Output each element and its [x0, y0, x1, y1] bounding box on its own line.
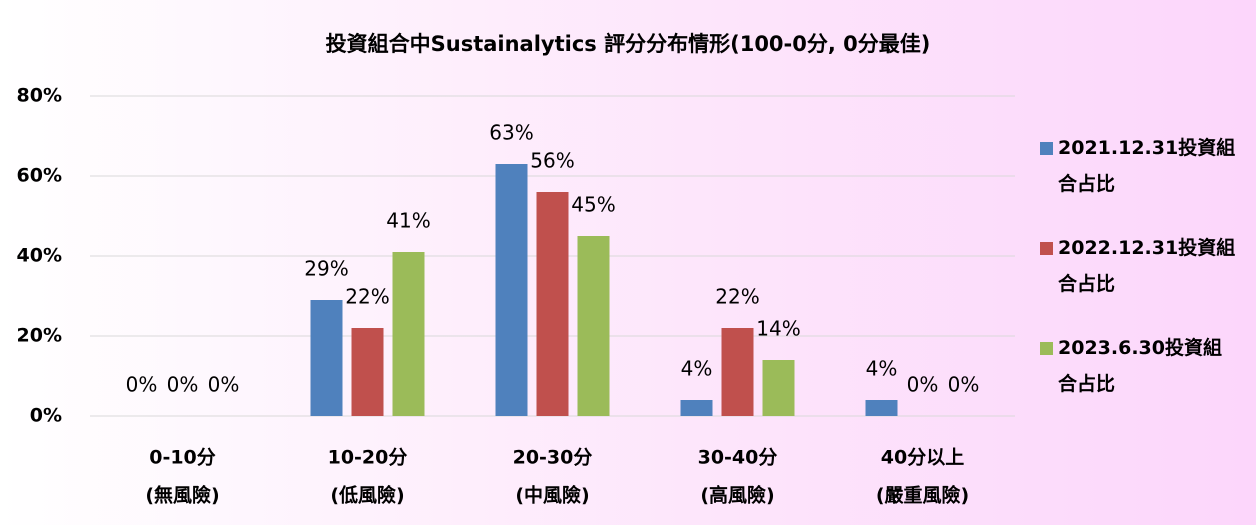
y-tick-label: 20%	[17, 325, 62, 347]
legend-label: 2021.12.31投資組合占比	[1058, 137, 1236, 195]
bar	[680, 400, 713, 416]
value-label: 41%	[386, 209, 430, 233]
legend-label: 2022.12.31投資組合占比	[1058, 237, 1236, 295]
legend-swatch	[1040, 242, 1053, 255]
x-tick-label: (高風險)	[700, 484, 774, 507]
y-tick-label: 60%	[17, 165, 62, 187]
legend-entry: 2021.12.31投資組合占比	[1040, 130, 1240, 230]
x-tick-label: 40分以上	[881, 447, 964, 469]
value-label: 4%	[866, 357, 898, 381]
value-label: 29%	[304, 257, 348, 281]
x-tick-label: (無風險)	[145, 484, 219, 507]
bar	[310, 300, 343, 416]
bar	[351, 328, 384, 416]
value-label: 22%	[345, 285, 389, 309]
value-label: 63%	[489, 121, 533, 145]
legend-label: 2023.6.30投資組合占比	[1058, 337, 1222, 395]
x-tick-label: (中風險)	[515, 484, 589, 507]
value-label: 0%	[948, 373, 980, 397]
value-label: 45%	[571, 193, 615, 217]
x-tick-label: (嚴重風險)	[876, 484, 969, 507]
x-tick-label: (低風險)	[330, 484, 404, 507]
bar	[865, 400, 898, 416]
legend-swatch	[1040, 142, 1053, 155]
legend-entry: 2023.6.30投資組合占比	[1040, 330, 1240, 430]
value-label: 22%	[715, 285, 759, 309]
bar	[721, 328, 754, 416]
value-label: 56%	[530, 149, 574, 173]
y-tick-label: 0%	[30, 405, 62, 427]
y-tick-label: 80%	[17, 85, 62, 107]
value-label: 4%	[681, 357, 713, 381]
value-label: 0%	[907, 373, 939, 397]
legend-entry: 2022.12.31投資組合占比	[1040, 230, 1240, 330]
x-tick-label: 30-40分	[698, 447, 778, 469]
x-tick-label: 0-10分	[149, 447, 216, 469]
value-label: 0%	[126, 373, 158, 397]
value-label: 14%	[756, 317, 800, 341]
legend-swatch	[1040, 342, 1053, 355]
legend: 2021.12.31投資組合占比 2022.12.31投資組合占比 2023.6.3…	[1040, 130, 1240, 430]
bar	[495, 164, 528, 416]
value-label: 0%	[208, 373, 240, 397]
bar	[762, 360, 795, 416]
x-tick-label: 20-30分	[513, 447, 593, 469]
bar	[536, 192, 569, 416]
chart-title: 投資組合中Sustainalytics 評分分布情形(100-0分, 0分最佳)	[326, 32, 931, 56]
x-tick-label: 10-20分	[328, 447, 408, 469]
value-label: 0%	[167, 373, 199, 397]
y-tick-label: 40%	[17, 245, 62, 267]
bar	[392, 252, 425, 416]
bar	[577, 236, 610, 416]
